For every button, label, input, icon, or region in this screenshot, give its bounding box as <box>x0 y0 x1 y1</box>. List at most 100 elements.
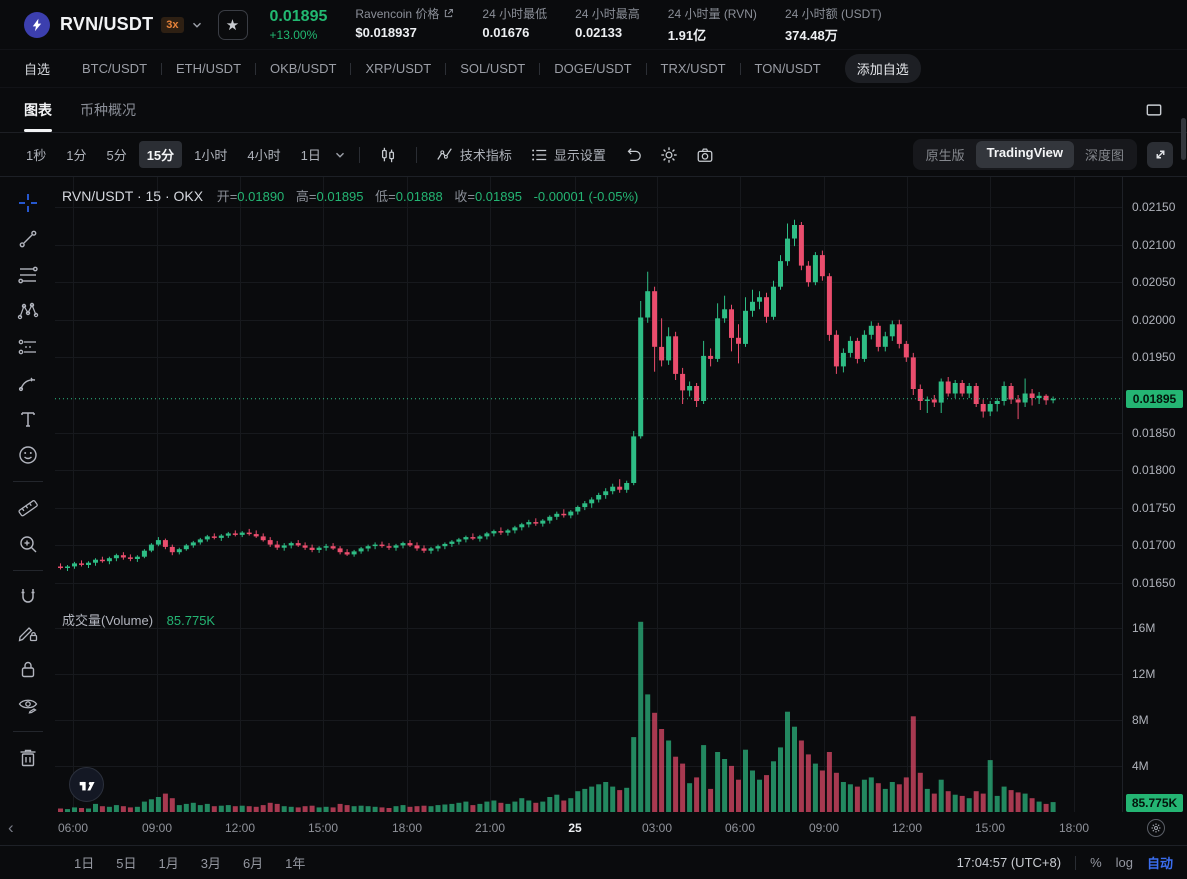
candle-body <box>162 540 168 547</box>
pair-tab-btc-usdt[interactable]: BTC/USDT <box>82 61 148 76</box>
tool-magnet[interactable] <box>13 585 43 609</box>
tool-long-short-position[interactable] <box>13 335 43 359</box>
chart-mode-原生版[interactable]: 原生版 <box>925 148 965 163</box>
volume-bar <box>554 794 560 812</box>
price-chart[interactable] <box>0 177 1122 812</box>
range-6月[interactable]: 6月 <box>242 856 264 871</box>
tool-fib-retracement[interactable] <box>13 263 43 287</box>
last-volume-badge: 85.775K <box>1126 794 1183 812</box>
volume-bar <box>134 806 140 812</box>
timeframe-1秒[interactable]: 1秒 <box>26 148 47 163</box>
candle-style-button[interactable] <box>379 146 397 164</box>
tab-chart[interactable]: 图表 <box>24 88 52 132</box>
timeframe-group: 1秒 1分 5分 15分 1小时 4小时 1日 <box>18 141 333 168</box>
pair-tab-trx-usdt[interactable]: TRX/USDT <box>660 61 726 76</box>
candle-body <box>99 559 105 562</box>
timezone-settings-button[interactable] <box>1147 819 1165 837</box>
timeframe-more-chevron[interactable] <box>333 148 347 162</box>
candle-body <box>93 559 98 563</box>
time-axis[interactable]: ‹ 06:00 09:00 12:00 15:00 18:00 21:00 25 03:00 0… <box>0 812 1187 845</box>
timeframe-1日[interactable]: 1日 <box>300 148 321 163</box>
add-favorite-button[interactable]: 添加自选 <box>844 54 921 83</box>
volume-bar <box>673 756 679 812</box>
fullscreen-button[interactable] <box>1147 141 1173 168</box>
tool-emoji[interactable] <box>13 443 43 467</box>
display-settings-button[interactable]: 显示设置 <box>530 145 606 164</box>
pair-separator <box>255 62 257 75</box>
pair-tab-okb-usdt[interactable]: OKB/USDT <box>270 61 337 76</box>
indicators-button[interactable]: 技术指标 <box>436 145 512 164</box>
tool-text[interactable] <box>13 407 43 431</box>
range-1年[interactable]: 1年 <box>285 856 306 871</box>
display-settings-label: 显示设置 <box>553 148 606 163</box>
tool-measure[interactable] <box>13 496 43 520</box>
candle-body <box>218 535 224 538</box>
tool-drawing-lock[interactable] <box>13 621 43 645</box>
watchlist-label[interactable]: 自选 <box>24 62 51 77</box>
tool-trend-line[interactable] <box>13 227 43 251</box>
timeframe-15分[interactable]: 15分 <box>138 141 183 168</box>
volume-bar <box>882 788 888 812</box>
volume-bar <box>1050 802 1056 812</box>
tool-crosshair[interactable] <box>13 191 43 215</box>
tab-coin-overview[interactable]: 币种概况 <box>80 102 136 118</box>
volume-bar <box>1022 793 1028 812</box>
range-1日[interactable]: 1日 <box>74 856 95 871</box>
volume-tick: 8M <box>1132 712 1149 727</box>
pair-tab-xrp-usdt[interactable]: XRP/USDT <box>365 61 432 76</box>
pair-tab-ton-usdt[interactable]: TON/USDT <box>754 61 821 76</box>
range-5日[interactable]: 5日 <box>116 856 137 871</box>
pair-selector-chevron[interactable] <box>190 18 204 32</box>
candle-body <box>330 546 336 549</box>
last-price-block: 0.01895 +13.00% <box>270 8 328 42</box>
volume-bar <box>861 779 867 812</box>
external-link-icon[interactable] <box>443 8 454 19</box>
chart-mode-tradingview[interactable]: TradingView <box>975 141 1074 168</box>
volume-bar <box>812 763 818 812</box>
low-label: 低= <box>375 189 396 204</box>
pair-tab-eth-usdt[interactable]: ETH/USDT <box>176 61 242 76</box>
stat-label: 24 小时最高 <box>575 7 640 21</box>
candle-body <box>267 540 273 545</box>
pair-tab-doge-usdt[interactable]: DOGE/USDT <box>554 61 632 76</box>
volume-bar <box>449 803 455 812</box>
candle-body <box>400 543 406 546</box>
tool-zoom-in[interactable] <box>13 532 43 556</box>
time-tick: 18:00 <box>391 821 423 835</box>
clock[interactable]: 17:04:57 (UTC+8) <box>956 855 1062 870</box>
volume-bar <box>917 772 923 812</box>
auto-scale-button[interactable]: 自动 <box>1146 856 1173 871</box>
collapse-left-chevron[interactable]: ‹ <box>8 818 14 837</box>
percent-scale-button[interactable]: % <box>1090 855 1102 870</box>
panel-layout-icon[interactable] <box>1145 102 1163 118</box>
timeframe-5分[interactable]: 5分 <box>106 148 127 163</box>
range-1月[interactable]: 1月 <box>158 856 179 871</box>
range-3月[interactable]: 3月 <box>200 856 221 871</box>
volume-bar <box>351 806 357 812</box>
log-scale-button[interactable]: log <box>1115 855 1133 870</box>
snapshot-button[interactable] <box>696 146 714 164</box>
chart-area[interactable]: RVN/USDT · 15 · OKX 开=0.01890 高= 0.01895 … <box>0 177 1187 845</box>
chart-settings-button[interactable] <box>660 146 678 164</box>
tool-brush[interactable] <box>13 371 43 395</box>
tradingview-logo[interactable] <box>69 767 104 802</box>
timeframe-4小时[interactable]: 4小时 <box>247 148 281 163</box>
favorite-button[interactable]: ★ <box>217 9 248 40</box>
chart-mode-深度图[interactable]: 深度图 <box>1084 148 1124 163</box>
pair-tab-sol-usdt[interactable]: SOL/USDT <box>460 61 526 76</box>
tool-xabcd-pattern[interactable] <box>13 299 43 323</box>
bar-replay-button[interactable] <box>624 146 642 164</box>
timeframe-1分[interactable]: 1分 <box>66 148 87 163</box>
volume-bar <box>931 793 937 812</box>
tool-remove-drawings[interactable] <box>13 746 43 770</box>
price-axis[interactable]: 0.01895 85.775K 0.02150 0.02100 0.02050 0.0… <box>1122 177 1187 812</box>
volume-bar <box>561 800 567 812</box>
volume-bar <box>260 805 266 812</box>
page-scrollbar-thumb[interactable] <box>1181 118 1186 160</box>
volume-bar <box>113 805 119 812</box>
tool-lock-all[interactable] <box>13 657 43 681</box>
timeframe-1小时[interactable]: 1小时 <box>194 148 228 163</box>
volume-bar <box>987 760 993 812</box>
tool-hide-drawings[interactable] <box>13 693 43 717</box>
zoom-in-icon <box>19 536 36 553</box>
